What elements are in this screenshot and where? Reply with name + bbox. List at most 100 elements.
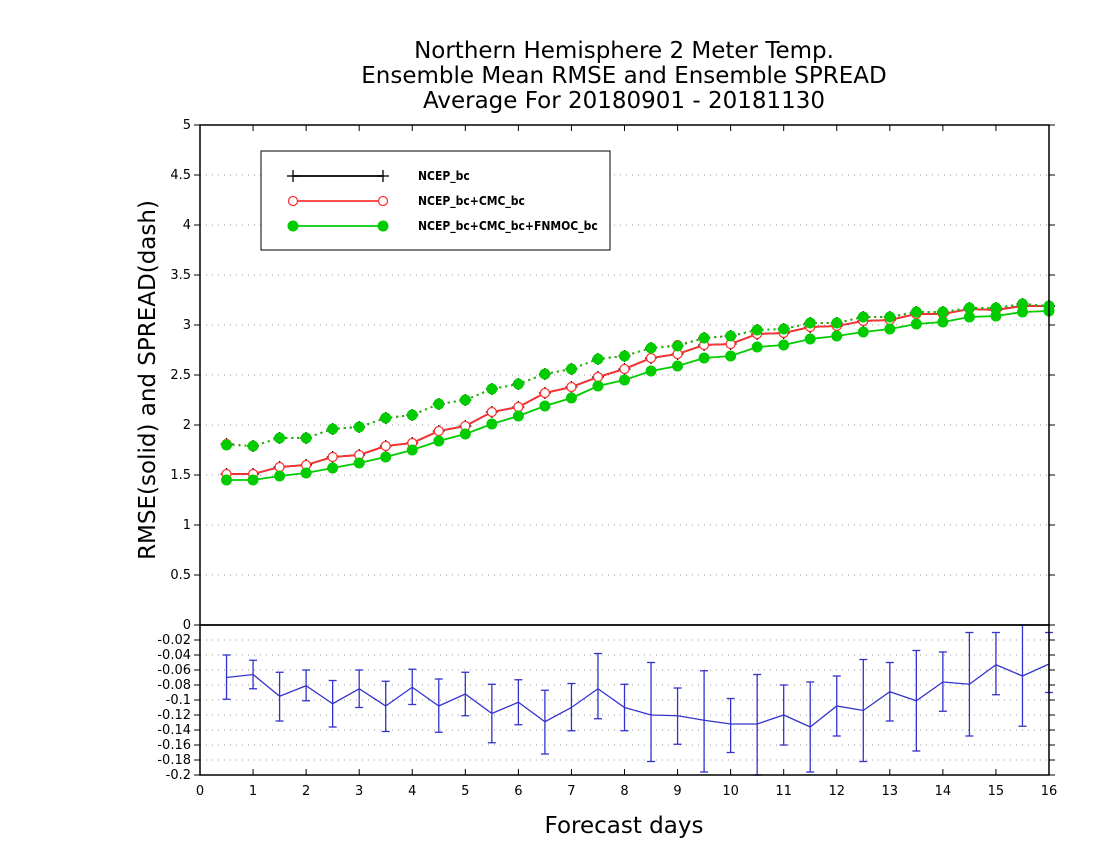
- x-axis-label: Forecast days: [545, 813, 704, 839]
- open-circle-marker: [592, 371, 604, 383]
- top-y-tick-label: 4: [183, 218, 191, 233]
- error-bar: [991, 631, 1000, 696]
- y-axis-label: RMSE(solid) and SPREAD(dash): [135, 200, 161, 560]
- filled-circle-marker: [698, 332, 710, 344]
- filled-circle-marker: [937, 316, 949, 328]
- filled-circle-marker: [353, 457, 365, 469]
- x-tick-label: 1: [249, 784, 257, 799]
- top-y-tick-label: 2.5: [170, 368, 191, 383]
- filled-circle-marker: [619, 350, 630, 362]
- filled-circle-marker: [406, 444, 418, 456]
- x-tick-label: 6: [514, 784, 522, 799]
- top-y-tick-label: 1.5: [170, 468, 191, 483]
- top-y-tick-label: 3.5: [170, 268, 191, 283]
- legend-label: NCEP_bc: [418, 169, 470, 184]
- error-bar: [647, 661, 656, 763]
- top-y-tick-label: 1: [183, 518, 191, 533]
- filled-circle-marker: [459, 428, 471, 440]
- filled-circle-marker: [274, 470, 286, 482]
- filled-circle-marker: [221, 439, 233, 451]
- top-y-tick-label: 0.5: [170, 568, 191, 583]
- bottom-y-tick-label: -0.1: [166, 693, 191, 708]
- open-circle-marker: [433, 425, 444, 437]
- x-tick-label: 11: [775, 784, 792, 799]
- filled-circle-marker: [698, 352, 710, 364]
- error-bar: [700, 670, 709, 773]
- filled-circle-marker: [539, 400, 551, 412]
- open-circle-marker: [377, 195, 389, 207]
- error-bar: [593, 652, 602, 720]
- filled-circle-marker: [804, 333, 816, 345]
- filled-circle-marker: [592, 380, 604, 392]
- top-y-tick-label: 4.5: [170, 168, 191, 183]
- filled-circle-marker: [751, 324, 763, 336]
- filled-circle-marker: [910, 318, 922, 330]
- x-tick-label: 14: [935, 784, 952, 799]
- filled-circle-marker: [672, 360, 684, 372]
- filled-circle-marker: [778, 339, 790, 351]
- filled-circle-marker: [857, 326, 869, 338]
- bottom-y-ticks: -0.02-0.04-0.06-0.08-0.1-0.12-0.14-0.16-…: [157, 624, 1055, 783]
- chart-title: Northern Hemisphere 2 Meter Temp.Ensembl…: [361, 38, 886, 114]
- filled-circle-marker: [937, 306, 949, 318]
- filled-circle-marker: [353, 421, 365, 433]
- bottom-y-tick-label: -0.02: [157, 633, 191, 648]
- open-circle-marker: [645, 352, 657, 364]
- x-tick-label: 16: [1041, 784, 1058, 799]
- top-series: [220, 298, 1055, 486]
- bottom-y-tick-label: -0.18: [157, 753, 191, 768]
- filled-circle-marker: [433, 435, 445, 447]
- filled-circle-marker: [247, 440, 259, 452]
- x-tick-label: 0: [196, 784, 204, 799]
- top-y-tick-label: 3: [183, 318, 191, 333]
- series-ncep-bc-cmc-bc-fnmoc-bc: [221, 298, 1055, 486]
- open-circle-marker: [486, 406, 497, 418]
- open-circle-marker: [513, 401, 524, 413]
- filled-circle-marker: [884, 323, 896, 335]
- filled-circle-marker: [327, 423, 339, 435]
- filled-circle-marker: [592, 353, 604, 365]
- x-ticks: 0 1 2 3 4 5 6 7 8 9 10 11 12 13 14 15 16: [196, 125, 1057, 799]
- filled-circle-marker: [1016, 298, 1028, 310]
- open-circle-marker: [327, 451, 338, 463]
- filled-circle-marker: [725, 330, 737, 342]
- filled-circle-marker: [486, 383, 498, 395]
- x-tick-label: 7: [567, 784, 575, 799]
- chart-title-line: Average For 20180901 - 20181130: [423, 88, 825, 114]
- filled-circle-marker: [486, 418, 498, 430]
- filled-circle-marker: [804, 317, 816, 329]
- top-y-tick-label: 2: [183, 418, 191, 433]
- bottom-y-tick-label: -0.16: [157, 738, 191, 753]
- filled-circle-marker: [910, 306, 922, 318]
- plus-marker: [287, 170, 299, 182]
- filled-circle-marker: [831, 317, 843, 329]
- filled-circle-marker: [857, 311, 869, 323]
- legend: NCEP_bc NCEP_bc+CMC_bc NCEP_bc+CMC_bc+FNMO…: [260, 150, 611, 251]
- difference-series: [222, 624, 1053, 776]
- filled-circle-marker: [751, 341, 763, 353]
- difference-panel: -0.02-0.04-0.06-0.08-0.1-0.12-0.14-0.16-…: [157, 125, 1057, 799]
- rmse-spread-panel: 5 4.5 4 3.5 3 2.5 2 1.5 1 0.5 0 NCEP_bc NCEP_bc+CMC…: [170, 118, 1055, 633]
- filled-circle-marker: [287, 220, 299, 232]
- filled-circle-marker: [221, 474, 233, 486]
- filled-circle-marker: [645, 365, 657, 377]
- filled-circle-marker: [300, 432, 312, 444]
- x-tick-label: 8: [620, 784, 628, 799]
- bottom-y-tick-label: -0.04: [157, 648, 191, 663]
- filled-circle-marker: [831, 330, 843, 342]
- filled-circle-marker: [619, 374, 630, 386]
- filled-circle-marker: [377, 220, 389, 232]
- x-tick-label: 3: [355, 784, 363, 799]
- top-y-ticks: 5 4.5 4 3.5 3 2.5 2 1.5 1 0.5 0: [170, 118, 1055, 633]
- x-tick-label: 13: [882, 784, 899, 799]
- x-tick-label: 12: [828, 784, 845, 799]
- x-tick-label: 5: [461, 784, 469, 799]
- filled-circle-marker: [274, 432, 286, 444]
- legend-entry: NCEP_bc+CMC_bc: [287, 194, 525, 209]
- filled-circle-marker: [406, 409, 418, 421]
- filled-circle-marker: [672, 340, 684, 352]
- top-y-tick-label: 0: [183, 618, 191, 633]
- filled-circle-marker: [778, 323, 790, 335]
- x-tick-label: 4: [408, 784, 416, 799]
- x-tick-label: 15: [988, 784, 1005, 799]
